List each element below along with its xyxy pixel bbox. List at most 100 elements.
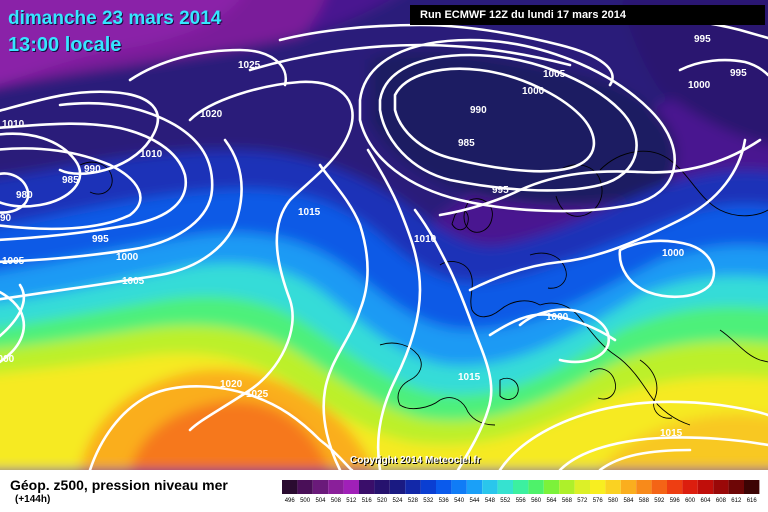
scale-label: 612	[731, 498, 742, 504]
scale-swatch	[389, 480, 406, 494]
scale-label: 576	[593, 498, 604, 504]
isobars	[0, 16, 768, 470]
scale-swatch	[513, 480, 529, 494]
scale-swatch	[713, 480, 729, 494]
scale-label: 556	[516, 498, 527, 504]
scale-label: 544	[469, 498, 480, 504]
isobar-label: 1010	[140, 149, 163, 160]
legend-bar: Géop. z500, pression niveau mer (+144h) …	[0, 470, 768, 512]
legend-title: Géop. z500, pression niveau mer	[10, 477, 228, 493]
isobar-label: 1005	[122, 276, 145, 287]
isobar-label: 985	[62, 175, 79, 186]
isobar-label: 1005	[543, 69, 566, 80]
scale-label: 568	[562, 498, 573, 504]
scale-swatch	[405, 480, 421, 494]
scale-label: 600	[685, 498, 696, 504]
scale-swatch	[359, 480, 375, 494]
isobar-label: 1000	[0, 354, 15, 365]
scale-label: 512	[346, 498, 357, 504]
scale-label: 524	[392, 498, 403, 504]
scale-label: 616	[747, 498, 758, 504]
isobar-label: 1020	[220, 379, 243, 390]
forecast-time: 13:00 locale	[8, 34, 122, 56]
scale-swatch	[590, 480, 606, 494]
isobar-label: 995	[492, 185, 509, 196]
scale-label: 596	[670, 498, 681, 504]
map-area: 1025 1020 1010 1010 990 985 980 90 995 1…	[0, 0, 768, 470]
scale-label: 580	[608, 498, 619, 504]
coastlines	[79, 150, 768, 426]
copyright-notice: Copyright 2014 Meteociel.fr	[350, 455, 481, 466]
scale-label: 500	[300, 498, 311, 504]
scale-swatch	[682, 480, 698, 494]
isobar-label: 1025	[246, 389, 269, 400]
isobar-label: 1010	[414, 234, 437, 245]
isobar-label: 1000	[546, 312, 569, 323]
scale-swatch	[420, 480, 436, 494]
scale-swatch	[312, 480, 329, 494]
isobar-label: 1020	[200, 109, 223, 120]
isobar-label: 990	[84, 164, 101, 175]
scale-label: 508	[331, 498, 342, 504]
scale-label: 608	[716, 498, 727, 504]
scale-label: 496	[285, 498, 296, 504]
scale-swatch	[436, 480, 452, 494]
isobar-label: 1015	[298, 207, 321, 218]
scale-swatch	[667, 480, 683, 494]
scale-swatch	[559, 480, 575, 494]
isobar-label: 1000	[662, 248, 685, 259]
scale-label: 504	[315, 498, 326, 504]
scale-swatch	[297, 480, 313, 494]
isobar-label: 1015	[458, 372, 481, 383]
isobar-label: 995	[694, 34, 711, 45]
scale-swatch	[528, 480, 544, 494]
isobar-label: 985	[458, 138, 475, 149]
scale-label: 528	[408, 498, 419, 504]
scale-swatch	[451, 480, 467, 494]
color-scale: 496 500 504 508 512 516 520 524 528 532 536 540 544 5…	[282, 480, 760, 504]
scale-swatch	[543, 480, 560, 494]
legend-subtitle: (+144h)	[15, 494, 51, 505]
scale-swatch	[497, 480, 513, 494]
isobar-labels: 1025 1020 1010 1010 990 985 980 90 995 1…	[0, 34, 747, 439]
scale-label: 572	[577, 498, 588, 504]
scale-swatch	[482, 480, 498, 494]
scale-label: 592	[654, 498, 665, 504]
scale-swatch	[328, 480, 344, 494]
scale-swatch	[574, 480, 590, 494]
scale-swatch	[620, 480, 637, 494]
scale-label: 536	[439, 498, 450, 504]
scale-swatch	[605, 480, 621, 494]
scale-label: 516	[362, 498, 373, 504]
isobar-label: 995	[730, 68, 747, 79]
scale-swatch	[744, 480, 760, 494]
geopotential-field	[0, 0, 768, 470]
isobar-label: 1015	[660, 428, 683, 439]
scale-swatch	[651, 480, 667, 494]
scale-label: 520	[377, 498, 388, 504]
isobar-label: 1010	[2, 119, 25, 130]
scale-swatch	[343, 480, 359, 494]
scale-label: 604	[700, 498, 711, 504]
isobar-label: 1025	[238, 60, 261, 71]
isobar-label: 1005	[2, 256, 25, 267]
isobar-label: 90	[0, 213, 12, 224]
isobar-label: 995	[92, 234, 109, 245]
isobar-label: 980	[16, 190, 33, 201]
scale-label: 584	[623, 498, 634, 504]
scale-label: 532	[423, 498, 434, 504]
scale-swatch	[282, 480, 298, 494]
scale-label: 548	[485, 498, 496, 504]
isobar-label: 1000	[522, 86, 545, 97]
scale-label: 588	[639, 498, 650, 504]
isobar-label: 1000	[688, 80, 711, 91]
scale-label: 560	[531, 498, 542, 504]
isobar-label: 1000	[116, 252, 139, 263]
model-run-info: Run ECMWF 12Z du lundi 17 mars 2014	[410, 5, 765, 25]
isobar-label: 990	[470, 105, 487, 116]
scale-label: 540	[454, 498, 465, 504]
scale-swatch	[728, 480, 744, 494]
forecast-date: dimanche 23 mars 2014	[8, 8, 222, 29]
scale-swatch	[374, 480, 390, 494]
